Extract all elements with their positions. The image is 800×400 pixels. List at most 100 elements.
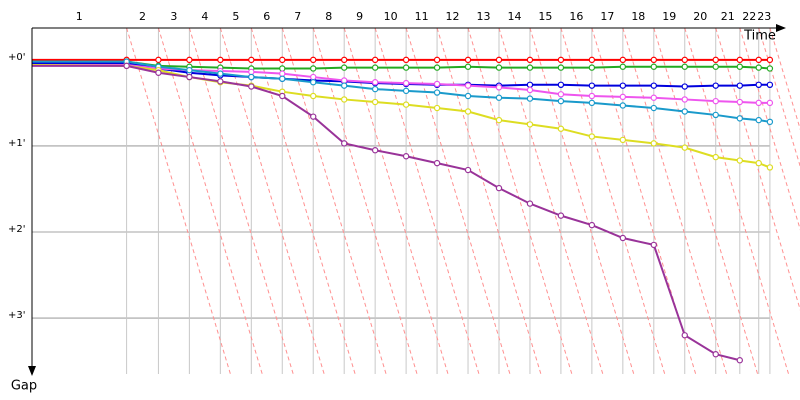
lap-line — [769, 27, 800, 131]
data-point — [248, 68, 255, 76]
grid — [32, 28, 771, 374]
data-point — [526, 95, 534, 102]
data-point — [310, 92, 317, 100]
data-point — [557, 56, 565, 64]
data-point — [310, 79, 317, 86]
data-point — [371, 56, 379, 64]
data-point — [681, 144, 688, 151]
data-point — [736, 63, 743, 70]
lap-label: 6 — [263, 10, 270, 23]
lap-line — [219, 27, 325, 375]
data-point — [619, 63, 627, 70]
data-point — [217, 70, 224, 77]
data-point — [588, 64, 596, 71]
lap-line — [157, 27, 263, 375]
data-point — [340, 64, 348, 71]
x-axis-title: Time — [743, 29, 776, 44]
data-point — [495, 116, 503, 124]
series-line — [32, 64, 770, 104]
data-point — [736, 82, 743, 89]
lap-line — [188, 27, 294, 375]
data-point — [526, 64, 534, 71]
lap-line — [684, 27, 790, 375]
data-point — [619, 56, 627, 64]
lap-line — [436, 27, 542, 375]
data-point — [371, 147, 379, 154]
data-point — [186, 73, 193, 81]
series-line — [32, 60, 770, 70]
data-point — [588, 99, 596, 107]
series-line — [31, 64, 771, 169]
lap-line — [250, 27, 356, 375]
data-point — [736, 357, 743, 364]
data-point — [766, 65, 774, 72]
data-point — [766, 99, 774, 107]
data-point — [766, 118, 774, 126]
series-area — [31, 56, 774, 364]
data-point — [340, 77, 348, 84]
lap-line — [405, 27, 511, 375]
data-point — [766, 56, 774, 64]
data-point — [186, 56, 193, 64]
data-point — [464, 166, 472, 174]
data-point — [340, 140, 348, 147]
lap-label: 19 — [662, 10, 676, 23]
data-point — [310, 113, 317, 120]
lap-label: 2 — [139, 10, 146, 23]
data-point — [464, 63, 472, 70]
lap-line — [715, 27, 800, 311]
data-point — [340, 96, 348, 103]
data-point — [526, 81, 534, 89]
data-point — [755, 81, 762, 89]
series-line — [32, 60, 771, 123]
lap-label: 10 — [384, 10, 398, 23]
data-point — [402, 79, 410, 87]
data-point — [650, 82, 657, 89]
y-axis-arrow — [28, 366, 36, 376]
y-tick-label: +2' — [8, 224, 26, 235]
data-point — [557, 97, 565, 105]
lap-label: 16 — [569, 10, 583, 23]
data-point — [736, 157, 743, 164]
data-point — [588, 82, 596, 89]
data-point — [650, 63, 657, 70]
data-point — [619, 234, 627, 242]
data-point — [248, 73, 255, 81]
data-point — [681, 332, 688, 339]
data-point — [217, 56, 224, 64]
data-point — [681, 83, 688, 90]
data-point — [248, 56, 255, 64]
lap-label: 21 — [721, 10, 735, 23]
lap-label: 23 — [757, 10, 771, 23]
data-point — [681, 63, 688, 70]
lap-line — [126, 27, 231, 375]
data-point — [340, 56, 348, 64]
lap-label: 13 — [477, 10, 491, 23]
data-point — [402, 101, 410, 108]
data-point — [402, 56, 410, 64]
x-axis-arrow — [776, 24, 786, 32]
data-point — [186, 66, 193, 74]
data-point — [433, 80, 441, 88]
data-point — [495, 64, 503, 71]
data-point — [588, 92, 596, 100]
lap-line — [281, 27, 387, 375]
data-point — [650, 241, 657, 249]
data-point — [464, 92, 472, 100]
lap-line — [529, 27, 635, 375]
data-point — [557, 64, 565, 71]
data-point — [495, 94, 503, 101]
data-point — [433, 89, 441, 96]
data-point — [650, 56, 657, 64]
data-point — [650, 104, 657, 112]
data-point — [736, 98, 743, 106]
data-point — [755, 159, 762, 167]
data-point — [248, 83, 255, 90]
data-point — [755, 64, 762, 71]
data-point — [155, 69, 162, 76]
data-point — [402, 64, 410, 71]
data-point — [557, 81, 565, 89]
data-point — [433, 159, 441, 167]
series-line — [32, 64, 741, 362]
data-point — [755, 99, 762, 107]
